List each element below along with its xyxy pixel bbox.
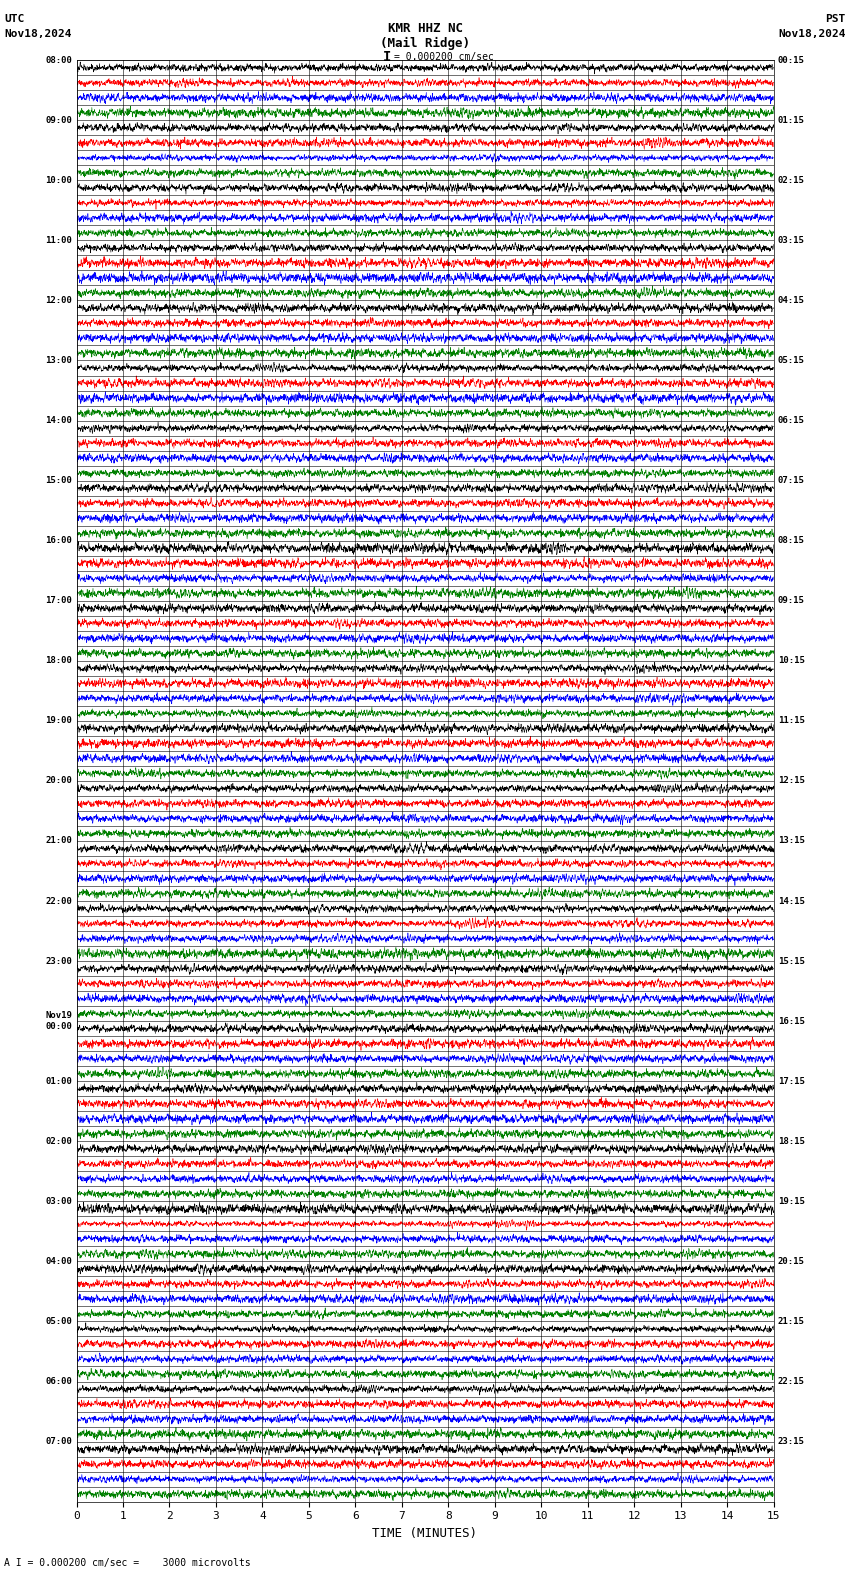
Text: 11:15: 11:15 xyxy=(778,716,805,725)
Text: Nov18,2024: Nov18,2024 xyxy=(4,29,71,38)
Text: 19:15: 19:15 xyxy=(778,1198,805,1205)
X-axis label: TIME (MINUTES): TIME (MINUTES) xyxy=(372,1527,478,1540)
Text: 16:00: 16:00 xyxy=(45,535,72,545)
Text: 05:00: 05:00 xyxy=(45,1316,72,1326)
Text: A I = 0.000200 cm/sec =    3000 microvolts: A I = 0.000200 cm/sec = 3000 microvolts xyxy=(4,1559,251,1568)
Text: 15:00: 15:00 xyxy=(45,477,72,485)
Text: 10:15: 10:15 xyxy=(778,656,805,665)
Text: 06:15: 06:15 xyxy=(778,417,805,425)
Text: 12:15: 12:15 xyxy=(778,776,805,786)
Text: 01:15: 01:15 xyxy=(778,116,805,125)
Text: 03:15: 03:15 xyxy=(778,236,805,246)
Text: 05:15: 05:15 xyxy=(778,356,805,364)
Text: 14:00: 14:00 xyxy=(45,417,72,425)
Text: 20:15: 20:15 xyxy=(778,1256,805,1266)
Text: 13:15: 13:15 xyxy=(778,836,805,846)
Text: 04:15: 04:15 xyxy=(778,296,805,306)
Text: 17:00: 17:00 xyxy=(45,596,72,605)
Text: 07:15: 07:15 xyxy=(778,477,805,485)
Text: 22:15: 22:15 xyxy=(778,1376,805,1386)
Text: 10:00: 10:00 xyxy=(45,176,72,185)
Text: 04:00: 04:00 xyxy=(45,1256,72,1266)
Text: 18:00: 18:00 xyxy=(45,656,72,665)
Text: 13:00: 13:00 xyxy=(45,356,72,364)
Text: 00:15: 00:15 xyxy=(778,55,805,65)
Text: Nov18,2024: Nov18,2024 xyxy=(779,29,846,38)
Text: 01:00: 01:00 xyxy=(45,1077,72,1085)
Text: PST: PST xyxy=(825,14,846,24)
Text: 03:00: 03:00 xyxy=(45,1198,72,1205)
Text: 08:15: 08:15 xyxy=(778,535,805,545)
Text: 02:15: 02:15 xyxy=(778,176,805,185)
Text: 23:00: 23:00 xyxy=(45,957,72,966)
Text: 16:15: 16:15 xyxy=(778,1017,805,1026)
Text: 06:00: 06:00 xyxy=(45,1376,72,1386)
Text: 02:00: 02:00 xyxy=(45,1137,72,1145)
Text: 19:00: 19:00 xyxy=(45,716,72,725)
Text: 18:15: 18:15 xyxy=(778,1137,805,1145)
Text: (Mail Ridge): (Mail Ridge) xyxy=(380,36,470,49)
Text: KMR HHZ NC: KMR HHZ NC xyxy=(388,22,462,35)
Text: 15:15: 15:15 xyxy=(778,957,805,966)
Text: 22:00: 22:00 xyxy=(45,897,72,906)
Text: 23:15: 23:15 xyxy=(778,1437,805,1446)
Text: 20:00: 20:00 xyxy=(45,776,72,786)
Text: 21:15: 21:15 xyxy=(778,1316,805,1326)
Text: 09:15: 09:15 xyxy=(778,596,805,605)
Text: 00:00: 00:00 xyxy=(45,1022,72,1031)
Text: = 0.000200 cm/sec: = 0.000200 cm/sec xyxy=(394,52,493,62)
Text: I: I xyxy=(382,51,391,63)
Text: 21:00: 21:00 xyxy=(45,836,72,846)
Text: 09:00: 09:00 xyxy=(45,116,72,125)
Text: 07:00: 07:00 xyxy=(45,1437,72,1446)
Text: 17:15: 17:15 xyxy=(778,1077,805,1085)
Text: 08:00: 08:00 xyxy=(45,55,72,65)
Text: 14:15: 14:15 xyxy=(778,897,805,906)
Text: 11:00: 11:00 xyxy=(45,236,72,246)
Text: Nov19: Nov19 xyxy=(45,1011,72,1020)
Text: 12:00: 12:00 xyxy=(45,296,72,306)
Text: UTC: UTC xyxy=(4,14,25,24)
